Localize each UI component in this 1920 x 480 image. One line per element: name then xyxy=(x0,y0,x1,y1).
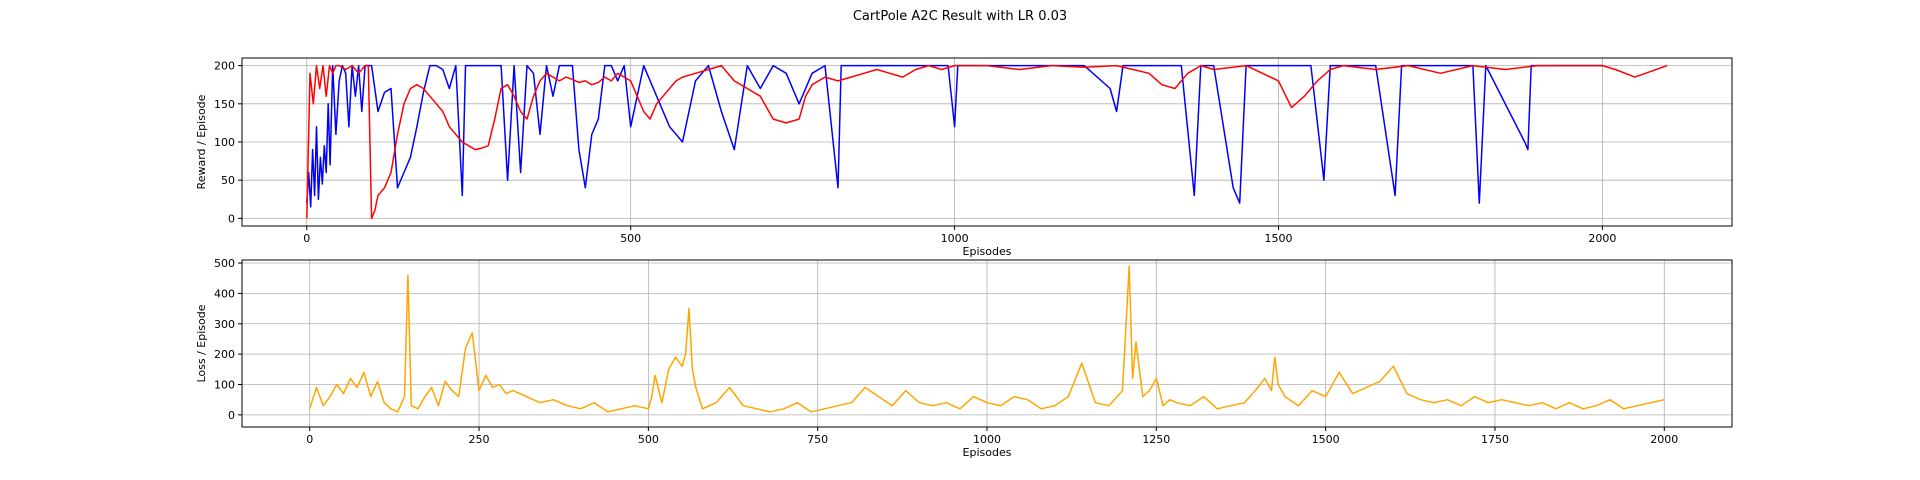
reward-x-axis-label: Episodes xyxy=(963,245,1012,258)
reward-x-tick-label: 2000 xyxy=(1588,232,1616,245)
reward-x-tick-label: 0 xyxy=(303,232,310,245)
loss-y-tick-label: 400 xyxy=(214,287,235,300)
figure-title: CartPole A2C Result with LR 0.03 xyxy=(853,9,1067,24)
loss-x-tick-label: 500 xyxy=(638,433,659,446)
loss-x-tick-label: 2000 xyxy=(1650,433,1678,446)
reward-y-tick-label: 0 xyxy=(228,212,235,225)
reward-x-tick-label: 500 xyxy=(620,232,641,245)
loss-x-tick-label: 1500 xyxy=(1312,433,1340,446)
loss-plot: 0 250 500 750 1000 1250 1500 1750 2000 0 100 200 300… xyxy=(195,257,1733,459)
loss-y-axis-label: Loss / Episode xyxy=(195,304,208,382)
reward-y-tick-label: 200 xyxy=(214,60,235,73)
loss-x-tick-label: 750 xyxy=(807,433,828,446)
loss-y-tick-label: 300 xyxy=(214,318,235,331)
loss-y-tick-label: 100 xyxy=(214,378,235,391)
reward-x-tick-label: 1500 xyxy=(1265,232,1293,245)
loss-x-tick-label: 1250 xyxy=(1142,433,1170,446)
reward-x-tick-label: 1000 xyxy=(941,232,969,245)
loss-y-tick-label: 500 xyxy=(214,257,235,270)
loss-x-tick-label: 0 xyxy=(306,433,313,446)
reward-series-line-0 xyxy=(306,64,1603,208)
reward-y-tick-label: 150 xyxy=(214,98,235,111)
loss-x-axis-label: Episodes xyxy=(963,446,1012,459)
loss-y-tick-label: 0 xyxy=(228,409,235,422)
loss-x-tick-label: 250 xyxy=(469,433,490,446)
reward-y-tick-label: 50 xyxy=(221,174,235,187)
reward-y-tick-label: 100 xyxy=(214,136,235,149)
reward-series-line-1 xyxy=(306,64,1668,220)
loss-x-tick-label: 1750 xyxy=(1481,433,1509,446)
reward-plot: 0 500 1000 1500 2000 0 50 100 150 200 Episodes Rewa… xyxy=(195,57,1733,258)
loss-series-line-0 xyxy=(308,265,1665,413)
loss-x-tick-label: 1000 xyxy=(973,433,1001,446)
loss-y-tick-label: 200 xyxy=(214,348,235,361)
reward-y-axis-label: Reward / Episode xyxy=(195,94,208,189)
